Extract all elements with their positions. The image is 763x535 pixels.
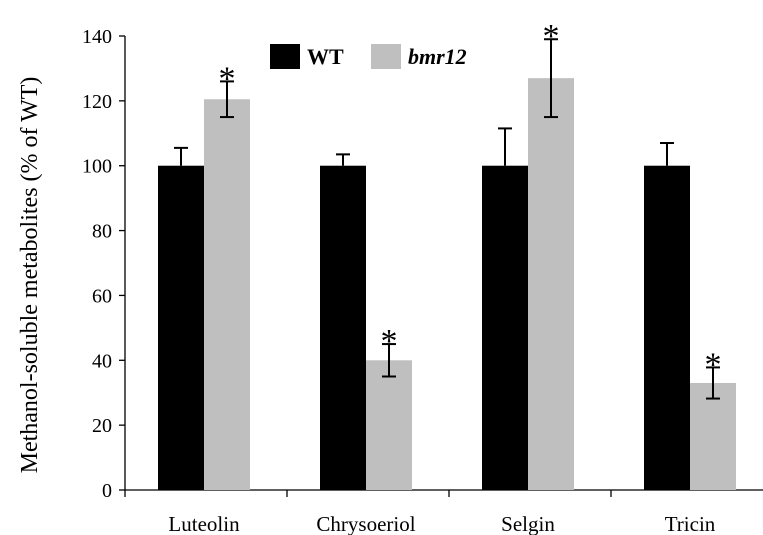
significance-asterisk: * — [705, 346, 722, 383]
bars — [158, 78, 736, 491]
bar-wt — [158, 165, 204, 490]
y-tick-label: 120 — [82, 91, 112, 113]
x-category-label: Chrysoeriol — [316, 512, 415, 535]
bar-wt — [482, 165, 528, 490]
y-tick-label: 40 — [92, 350, 112, 372]
legend-swatch-bmr12 — [371, 44, 401, 69]
x-category-label: Luteolin — [168, 512, 240, 535]
significance-asterisk: * — [543, 18, 560, 55]
legend-label: WT — [307, 44, 344, 69]
y-axis: 0 20 40 60 80 100 120 140 — [82, 26, 126, 502]
significance-asterisk: * — [219, 60, 236, 97]
y-tick-label: 140 — [82, 26, 112, 48]
x-category-label: Tricin — [665, 512, 716, 535]
x-axis: Luteolin Chrysoeriol Selgin Tricin — [124, 489, 763, 535]
y-tick-label: 60 — [92, 285, 112, 307]
significance-asterisk: * — [381, 323, 398, 360]
significance-markers: * * * * — [219, 18, 722, 383]
bar-bmr12 — [690, 382, 736, 490]
y-tick-label: 80 — [92, 221, 112, 243]
error-bars — [174, 38, 720, 400]
legend: WT bmr12 — [270, 44, 467, 69]
y-tick-label: 20 — [92, 415, 112, 437]
legend-label: bmr12 — [408, 44, 467, 69]
bar-bmr12 — [204, 99, 250, 490]
y-tick-label: 100 — [82, 156, 112, 178]
legend-swatch-wt — [270, 44, 300, 69]
bar-bmr12 — [366, 360, 412, 490]
bar-bmr12 — [528, 78, 574, 491]
y-axis-label: Methanol-soluble metabolites (% of WT) — [17, 77, 43, 474]
bar-wt — [644, 165, 690, 490]
y-tick-label: 0 — [102, 480, 112, 502]
bar-wt — [320, 165, 366, 490]
x-category-label: Selgin — [501, 512, 555, 535]
